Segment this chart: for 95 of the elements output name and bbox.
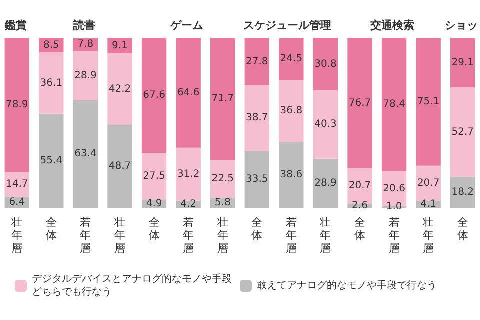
x-tick-label: 全体 xyxy=(46,216,57,242)
text: ゲーム xyxy=(170,19,204,32)
bar xyxy=(313,90,338,159)
bar xyxy=(108,38,132,54)
data-label: 20.6 xyxy=(383,183,406,194)
data-label: 78.4 xyxy=(383,99,406,110)
data-label: 55.4 xyxy=(40,155,63,166)
bar xyxy=(108,125,132,208)
x-tick-label: 若年層 xyxy=(183,216,194,255)
bar xyxy=(279,80,304,142)
bar xyxy=(244,38,270,86)
bar xyxy=(382,38,407,172)
data-label: 27.5 xyxy=(143,170,166,182)
data-label: 63.4 xyxy=(74,148,97,160)
x-tick-label: 壮年層 xyxy=(422,216,434,255)
bar xyxy=(142,38,167,153)
data-label: 67.6 xyxy=(143,90,166,102)
bar xyxy=(279,38,304,80)
data-label: 52.7 xyxy=(452,126,474,138)
data-label: 29.1 xyxy=(452,57,474,68)
x-tick-label: 全体 xyxy=(148,216,160,242)
bar xyxy=(244,85,270,152)
data-label: 31.2 xyxy=(177,168,200,180)
data-label: 38.6 xyxy=(280,170,303,181)
data-label: 27.8 xyxy=(246,56,268,68)
bar xyxy=(4,172,30,198)
bar xyxy=(279,142,304,208)
x-tick-label: 壮年層 xyxy=(216,216,228,255)
x-tick-label: 若年層 xyxy=(80,216,92,255)
data-label: 4.1 xyxy=(420,199,437,210)
x-tick-label: 壮年層 xyxy=(114,216,126,255)
legend-label: デジタルデバイスとアナログ的なモノや手段どちらでも行なう xyxy=(32,273,232,298)
bar xyxy=(73,100,98,208)
data-label: 6.4 xyxy=(9,197,26,208)
data-label: 48.7 xyxy=(108,161,132,172)
bar xyxy=(450,88,476,178)
data-label: 75.1 xyxy=(417,96,440,108)
bar xyxy=(39,114,64,208)
data-label: 1.0 xyxy=(386,202,402,213)
data-label: 24.5 xyxy=(280,54,303,65)
text: ショッ xyxy=(445,19,478,32)
x-tick-label: 全体 xyxy=(457,216,468,242)
bar xyxy=(39,52,64,114)
x-tick-label: 壮年層 xyxy=(319,216,332,255)
bar xyxy=(176,38,201,148)
bar xyxy=(244,151,270,208)
bar xyxy=(4,38,30,172)
legend-label: 敢えてアナログ的なモノや手段で行なう xyxy=(257,280,437,292)
bar xyxy=(416,38,441,166)
data-label: 42.2 xyxy=(108,84,132,95)
data-label: 18.2 xyxy=(452,187,474,198)
data-label: 76.7 xyxy=(348,98,372,109)
bar xyxy=(210,160,236,198)
bar xyxy=(348,38,372,168)
data-label: 2.6 xyxy=(352,200,368,212)
data-label: 28.9 xyxy=(314,178,337,189)
bar xyxy=(210,38,236,160)
data-label: 20.7 xyxy=(348,180,372,192)
data-label: 71.7 xyxy=(212,94,234,105)
data-label: 36.8 xyxy=(280,106,303,117)
bar xyxy=(73,51,98,100)
bar xyxy=(108,54,132,126)
x-tick-label: 若年層 xyxy=(286,216,297,255)
data-label: 5.8 xyxy=(214,198,231,209)
data-label: 9.1 xyxy=(112,40,128,52)
x-tick-label: 全体 xyxy=(354,216,366,242)
x-tick-label: 全体 xyxy=(252,216,263,242)
data-label: 8.5 xyxy=(43,40,60,51)
data-label: 64.6 xyxy=(177,88,200,99)
data-label: 36.1 xyxy=(40,78,63,89)
bar xyxy=(313,38,338,90)
data-label: 40.3 xyxy=(314,119,337,130)
bar xyxy=(313,158,338,208)
bar xyxy=(450,38,476,88)
bar xyxy=(450,177,476,208)
data-label: 20.7 xyxy=(417,178,440,189)
x-tick-label: 壮年層 xyxy=(10,216,23,255)
data-label: 22.5 xyxy=(212,174,234,185)
bar xyxy=(142,152,167,200)
data-label: 4.9 xyxy=(146,198,162,210)
x-tick-label: 若年層 xyxy=(388,216,400,255)
data-label: 38.7 xyxy=(246,112,268,124)
text: 交通検索 xyxy=(369,19,414,32)
text: 鑑賞 xyxy=(4,19,28,32)
bar xyxy=(416,166,441,202)
data-label: 78.9 xyxy=(6,100,28,111)
data-label: 28.9 xyxy=(74,70,97,82)
bar xyxy=(176,148,201,201)
data-label: 4.2 xyxy=(180,198,197,210)
text: スケジュール管理 xyxy=(243,19,332,32)
text: 読書 xyxy=(72,19,96,32)
data-label: 33.5 xyxy=(246,174,268,186)
data-label: 30.8 xyxy=(314,58,337,70)
data-label: 7.8 xyxy=(78,39,94,50)
data-label: 14.7 xyxy=(6,179,28,190)
